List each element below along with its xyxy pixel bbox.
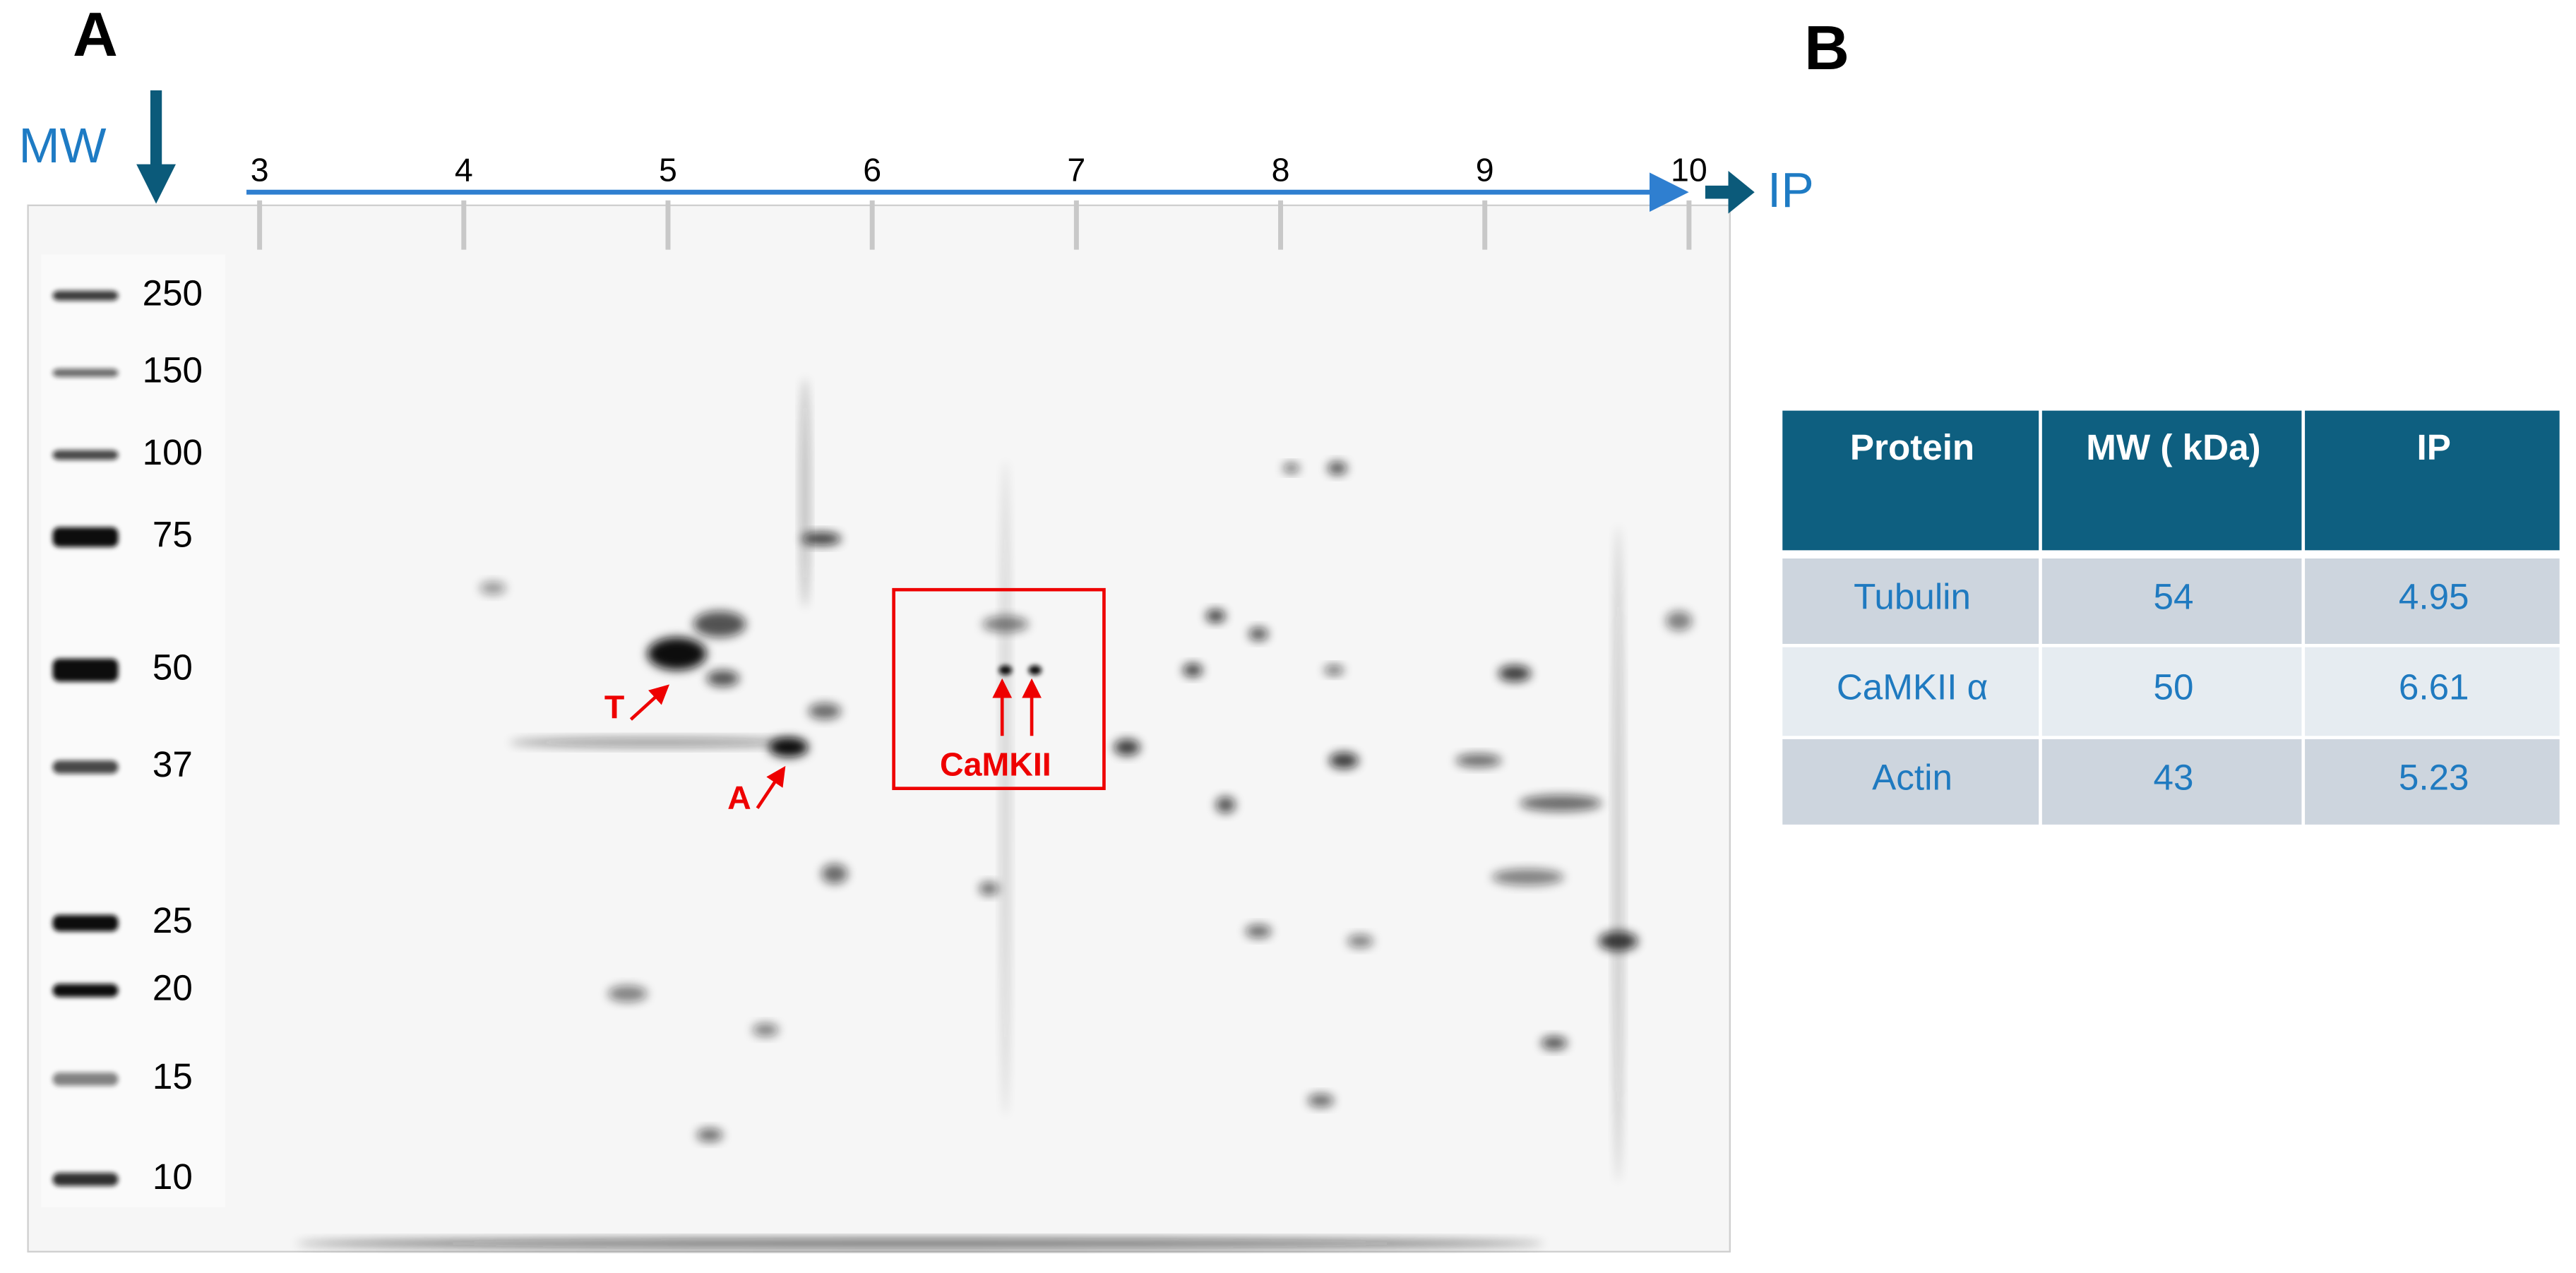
ip-label: IP [1767,162,1814,217]
annotation: T [604,688,624,725]
table-cell-text: Actin [1872,758,1952,798]
mw-marker-label: 15 [153,1056,193,1096]
ip-tick-label: 3 [251,152,269,189]
mw-marker-label: 20 [153,967,193,1008]
gel-image [27,204,1731,1253]
ip-tick-label: 4 [455,152,473,189]
mw-label: MW [18,118,106,173]
ladder-band [52,290,119,301]
table-cell-text: 43 [2153,758,2193,798]
mw-marker-label: 25 [153,900,193,940]
table-cell-text: Tubulin [1854,577,1971,617]
actin-arrow [756,765,786,809]
ip-tick-label: 6 [863,152,881,189]
ladder-band [52,1173,119,1186]
ladder-band [52,527,119,547]
ip-tick-label: 10 [1671,152,1707,189]
table-cell-text: 6.61 [2399,667,2469,707]
table-cell-text: 50 [2153,667,2193,707]
mw-marker-label: 150 [143,350,203,390]
ip-tick-label: 7 [1067,152,1085,189]
table-cell [2305,739,2560,825]
table-cell-text: CaMKII α [1837,667,1988,707]
table-cell [2041,647,2302,736]
mw-marker-label: 37 [153,744,193,784]
camkii-box [892,587,1106,791]
table-header-cell [2305,410,2560,551]
table-cell [2041,739,2302,825]
mw-marker-label: 100 [143,432,203,472]
mw-arrowhead [136,164,176,204]
ladder-band [52,760,119,774]
table-header: MW ( kDa) [2086,427,2260,467]
panel-label: B [1804,13,1849,83]
table-header-cell [2041,410,2302,551]
ladder-band [52,984,119,998]
table-header: IP [2417,427,2451,467]
ip-tick-label: 9 [1476,152,1494,189]
mw-marker-label: 50 [153,647,193,688]
table-cell [1782,647,2039,736]
table-cell [1782,558,2039,644]
ladder-band [52,450,119,460]
annotation: A [727,779,751,815]
ip-tick-label: 8 [1272,152,1290,189]
table-header-cell [1782,410,2039,551]
mw-marker-label: 10 [153,1157,193,1197]
ip-arrow [1705,185,1732,199]
ladder-band [52,658,119,682]
ip-arrowhead [1728,170,1755,214]
gel-spots [295,378,1693,1249]
table-cell [2041,558,2302,644]
ladder-band [52,914,119,932]
table-cell [1782,739,2039,825]
ladder-lane [41,254,225,1207]
table-cell [2305,558,2560,644]
tubulin-arrow [629,684,670,721]
table-cell [2305,647,2560,736]
table-cell-text: 4.95 [2399,577,2469,617]
ip-tick-label: 5 [659,152,677,189]
table-cell-text: 54 [2153,577,2193,617]
annotation: CaMKII [940,746,1051,783]
mw-marker-label: 75 [153,514,193,554]
panel-label: A [73,0,118,69]
ladder-band [52,1072,119,1086]
table-cell-text: 5.23 [2399,758,2469,798]
ladder-band [52,369,119,377]
table-header: Protein [1850,427,1974,467]
mw-marker-label: 250 [143,273,203,313]
